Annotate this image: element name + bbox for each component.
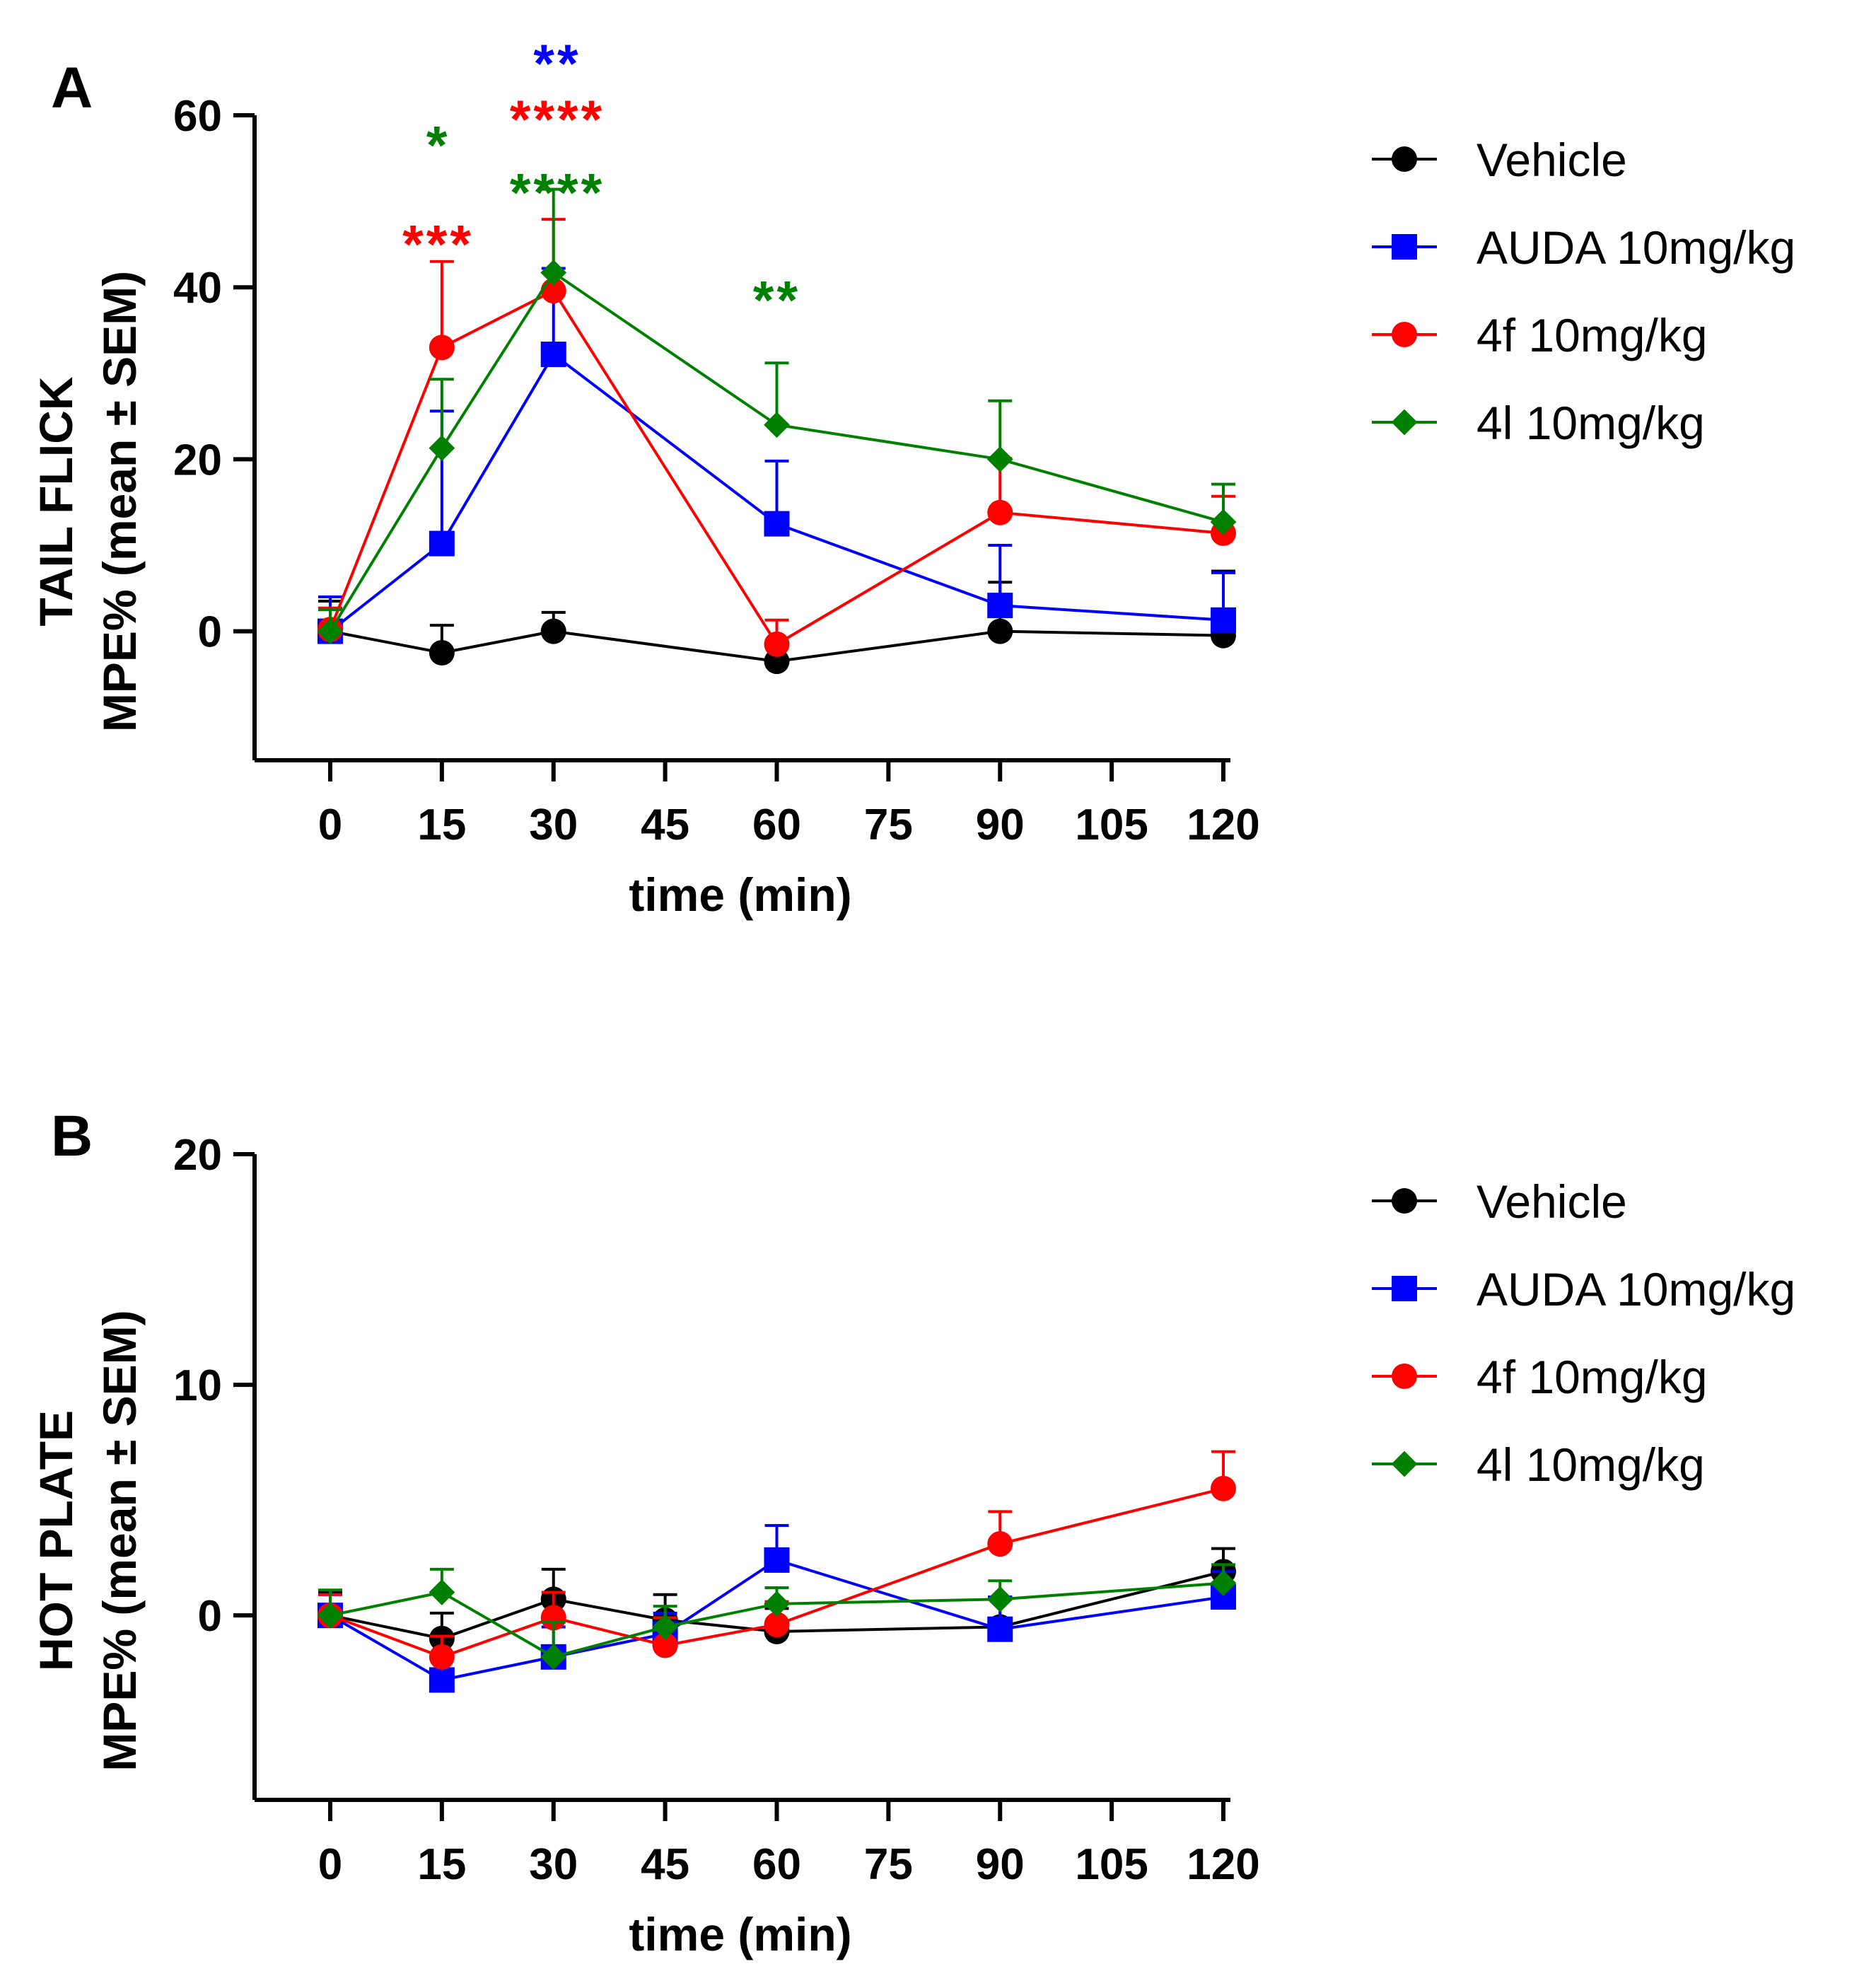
data-point (429, 435, 455, 461)
y-axis-title-line2: MPE% (mean ± SEM) (93, 1310, 146, 1771)
x-tick-label: 75 (864, 1840, 913, 1889)
data-point (317, 618, 344, 644)
data-point (987, 1616, 1013, 1642)
y-tick-label: 40 (173, 264, 222, 313)
data-point (540, 618, 566, 644)
y-tick-label: 20 (173, 436, 222, 484)
data-point (764, 1612, 790, 1638)
x-tick-label: 45 (641, 801, 689, 849)
data-point (764, 511, 790, 537)
y-axis-title-line2: MPE% (mean ± SEM) (93, 271, 146, 732)
x-tick-label: 30 (529, 1840, 578, 1889)
data-point (429, 335, 455, 361)
significance-marker: **** (510, 163, 605, 223)
series-line (329, 352, 1224, 633)
x-tick-label: 0 (318, 1840, 342, 1889)
chart-panel-b: B 0 10 20 0 15 30 45 60 75 90 105 120 time (min) HOT P… (30, 1104, 1795, 1960)
legend-label: AUDA 10mg/kg (1476, 1263, 1795, 1315)
legend-marker (1392, 1364, 1417, 1389)
legend: Vehicle AUDA 10mg/kg 4f 10mg/kg 4l 10mg/kg (1372, 1175, 1795, 1491)
legend-marker (1391, 409, 1418, 436)
legend-label: 4f 10mg/kg (1476, 309, 1708, 361)
data-point (429, 1644, 455, 1670)
x-tick-label: 60 (752, 801, 801, 849)
series-line (330, 629, 1224, 663)
data-point (652, 1632, 678, 1658)
data-point (540, 1605, 566, 1631)
series-line (329, 289, 1224, 646)
data-point (1210, 1570, 1237, 1596)
legend-marker (1392, 1276, 1417, 1301)
data-point (987, 618, 1013, 644)
y-axis-title-line1: HOT PLATE (30, 1410, 82, 1671)
legend-label: 4l 10mg/kg (1476, 397, 1705, 449)
data-point (540, 342, 566, 368)
data-point (652, 1614, 679, 1640)
data-point (764, 1591, 790, 1617)
x-tick-label: 60 (752, 1840, 801, 1889)
x-axis-title: time (min) (629, 868, 851, 921)
legend-label: 4f 10mg/kg (1476, 1351, 1708, 1403)
data-point (987, 593, 1013, 619)
legend-label: 4l 10mg/kg (1476, 1438, 1705, 1491)
data-point (429, 1667, 455, 1693)
x-tick-label: 120 (1187, 801, 1259, 849)
y-tick-label: 0 (198, 608, 222, 657)
data-point (1211, 1475, 1236, 1501)
series-4l-10mg-kg (317, 187, 1237, 644)
legend-label: Vehicle (1476, 134, 1627, 186)
data-point (1210, 508, 1237, 535)
data-point (764, 631, 790, 657)
data-point (429, 530, 455, 557)
data-point (540, 1644, 567, 1670)
legend-marker (1392, 234, 1417, 260)
panel-label: B (51, 1104, 93, 1168)
data-point (764, 1547, 790, 1573)
data-point (986, 446, 1013, 472)
data-point (764, 412, 790, 438)
data-point (429, 1579, 455, 1605)
x-tick-label: 0 (318, 801, 342, 849)
legend-label: Vehicle (1476, 1175, 1627, 1228)
x-tick-label: 105 (1075, 1840, 1148, 1889)
legend: Vehicle AUDA 10mg/kg 4f 10mg/kg 4l 10mg/kg (1372, 134, 1795, 449)
y-tick-label: 10 (173, 1361, 222, 1410)
legend-marker (1391, 1451, 1418, 1477)
data-point (317, 1602, 344, 1629)
x-tick-label: 105 (1075, 801, 1148, 849)
x-tick-label: 75 (864, 801, 913, 849)
y-axis-title-line1: TAIL FLICK (30, 376, 82, 627)
significance-marker: *** (402, 214, 474, 274)
x-tick-label: 90 (976, 1840, 1025, 1889)
data-point (987, 499, 1013, 525)
data-point (429, 640, 455, 665)
significance-marker: **** (510, 90, 605, 150)
significance-marker: * (426, 116, 450, 176)
y-tick-label: 60 (173, 92, 222, 141)
data-point (987, 1531, 1013, 1557)
x-tick-label: 15 (417, 801, 466, 849)
y-tick-label: 0 (198, 1592, 222, 1641)
x-tick-label: 45 (641, 1840, 689, 1889)
series-4l-10mg-kg (317, 1563, 1237, 1670)
data-point (1211, 607, 1236, 633)
legend-marker (1392, 322, 1417, 347)
x-axis-title: time (min) (629, 1908, 851, 1960)
x-tick-label: 120 (1187, 1840, 1259, 1889)
legend-label: AUDA 10mg/kg (1476, 221, 1795, 274)
y-tick-label: 20 (173, 1131, 222, 1180)
data-point (986, 1586, 1013, 1612)
data-point (540, 260, 567, 286)
panel-label: A (51, 56, 93, 120)
x-tick-label: 90 (976, 801, 1025, 849)
significance-marker: ** (533, 34, 581, 94)
x-tick-label: 30 (529, 801, 578, 849)
chart-panel-a: A 0 20 40 60 0 15 30 45 60 75 90 105 120 time (min) TAI… (30, 34, 1795, 921)
legend-marker (1392, 146, 1417, 172)
x-tick-label: 15 (417, 1840, 466, 1889)
series-line (329, 270, 1224, 632)
significance-marker: ** (753, 270, 800, 330)
legend-marker (1392, 1188, 1417, 1214)
